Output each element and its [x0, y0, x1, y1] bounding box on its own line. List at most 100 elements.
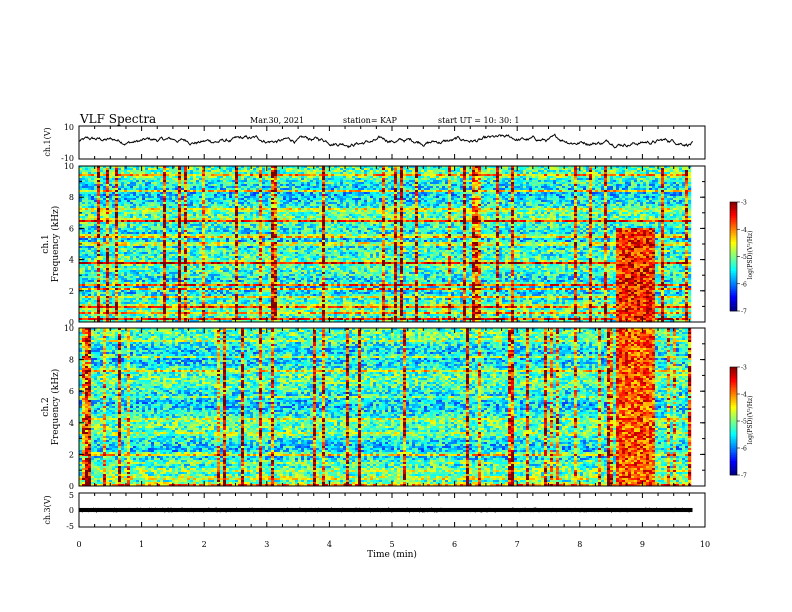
colorbar-cell: [730, 209, 737, 211]
colorbar-cell: [730, 401, 737, 403]
colorbar-cell: [730, 367, 737, 369]
colorbar-cell: [730, 443, 737, 445]
colorbar-cell: [730, 273, 737, 275]
colorbar-tick-label: -7: [741, 473, 747, 480]
colorbar-cell: [730, 430, 737, 432]
colorbar-cell: [730, 233, 737, 235]
colorbar-cell: [730, 414, 737, 416]
time-tick-label: 6: [452, 540, 457, 549]
colorbar-cell: [730, 455, 737, 457]
ch1-colorbar: -3-4-5-6-7: [730, 200, 747, 316]
ch1-waveform-line: [79, 134, 693, 148]
colorbar-cell: [730, 389, 737, 391]
colorbar-cell: [730, 381, 737, 383]
colorbar-cell: [730, 206, 737, 208]
colorbar-cell: [730, 410, 737, 412]
colorbar-cell: [730, 446, 737, 448]
figure-start-time: start UT = 10: 30: 1: [438, 116, 519, 125]
colorbar-cell: [730, 439, 737, 441]
ch1-colorbar-label: log(PSD)(V²/Hz): [747, 231, 754, 280]
spec1-ytick-label: 2: [69, 287, 74, 296]
colorbar-cell: [730, 300, 737, 302]
colorbar-tick-label: -6: [741, 281, 747, 288]
colorbar-cell: [730, 468, 737, 470]
colorbar-cell: [730, 298, 737, 300]
time-tick-label: 8: [577, 540, 582, 549]
colorbar-cell: [730, 244, 737, 246]
colorbar-cell: [730, 421, 737, 423]
colorbar-cell: [730, 394, 737, 396]
colorbar-cell: [730, 444, 737, 446]
colorbar-cell: [730, 304, 737, 306]
spec2-ytick-label: 6: [69, 387, 74, 396]
ch3-ytick-bottom: -5: [66, 522, 74, 531]
colorbar-cell: [730, 466, 737, 468]
colorbar-cell: [730, 428, 737, 430]
colorbar-cell: [730, 380, 737, 382]
colorbar-cell: [730, 251, 737, 253]
colorbar-cell: [730, 229, 737, 231]
figure-station: station= KAP: [343, 116, 398, 125]
colorbar-cell: [730, 202, 737, 204]
ch2-spectrogram-image: [79, 328, 705, 486]
colorbar-cell: [730, 286, 737, 288]
spec2-ytick-label: 2: [69, 450, 74, 459]
colorbar-cell: [730, 284, 737, 286]
colorbar-cell: [730, 452, 737, 454]
colorbar-cell: [730, 417, 737, 419]
colorbar-cell: [730, 306, 737, 308]
colorbar-cell: [730, 425, 737, 427]
colorbar-tick-label: -7: [741, 309, 747, 316]
colorbar-cell: [730, 457, 737, 459]
colorbar-cell: [730, 217, 737, 219]
ch3-waveform-panel: 5 0 -5 ch.3(V) 0 1 2 3 4 5 6 7 8 9 10 Time (min): [43, 491, 710, 560]
colorbar-cell: [730, 426, 737, 428]
colorbar-cell: [730, 207, 737, 209]
colorbar-tick-label: -6: [741, 446, 747, 453]
ch3-ytick-middle: 0: [69, 506, 74, 515]
spec1-ytick-label: 10: [64, 162, 74, 171]
colorbar-cell: [730, 257, 737, 259]
colorbar-cell: [730, 211, 737, 213]
colorbar-cell: [730, 237, 737, 239]
colorbar-cell: [730, 307, 737, 309]
figure-title: VLF Spectra: [79, 112, 156, 126]
colorbar-cell: [730, 260, 737, 262]
time-tick-label: 9: [640, 540, 645, 549]
colorbar-cell: [730, 262, 737, 264]
colorbar-cell: [730, 280, 737, 282]
ch1-ytick-top: 10: [64, 123, 74, 132]
colorbar-cell: [730, 385, 737, 387]
colorbar-cell: [730, 302, 737, 304]
colorbar-cell: [730, 408, 737, 410]
ch1-waveform-ylabel: ch.1(V): [43, 127, 52, 156]
colorbar-cell: [730, 291, 737, 293]
colorbar-cell: [730, 215, 737, 217]
ch1-x-ticks: [79, 126, 705, 159]
colorbar-cell: [730, 271, 737, 273]
colorbar-cell: [730, 423, 737, 425]
colorbar-cell: [730, 441, 737, 443]
colorbar-cell: [730, 226, 737, 228]
colorbar-cell: [730, 275, 737, 277]
colorbar-cell: [730, 372, 737, 374]
figure-date: Mar.30, 2021: [250, 116, 304, 125]
colorbar-cell: [730, 224, 737, 226]
colorbar-cell: [730, 282, 737, 284]
colorbar-tick-label: -3: [741, 365, 747, 372]
colorbar-cell: [730, 461, 737, 463]
colorbar-cell: [730, 255, 737, 257]
colorbar-cell: [730, 287, 737, 289]
ch3-waveform-ylabel: ch.3(V): [43, 495, 52, 524]
colorbar-cell: [730, 419, 737, 421]
ch3-ytick-top: 5: [69, 491, 74, 500]
time-tick-label: 5: [389, 540, 394, 549]
colorbar-cell: [730, 258, 737, 260]
colorbar-cell: [730, 470, 737, 472]
colorbar-cell: [730, 432, 737, 434]
time-axis-tick-labels: 0 1 2 3 4 5 6 7 8 9 10: [76, 540, 710, 549]
colorbar-cell: [730, 416, 737, 418]
colorbar-cell: [730, 383, 737, 385]
colorbar-cell: [730, 227, 737, 229]
spec2-ytick-label: 10: [64, 324, 74, 333]
